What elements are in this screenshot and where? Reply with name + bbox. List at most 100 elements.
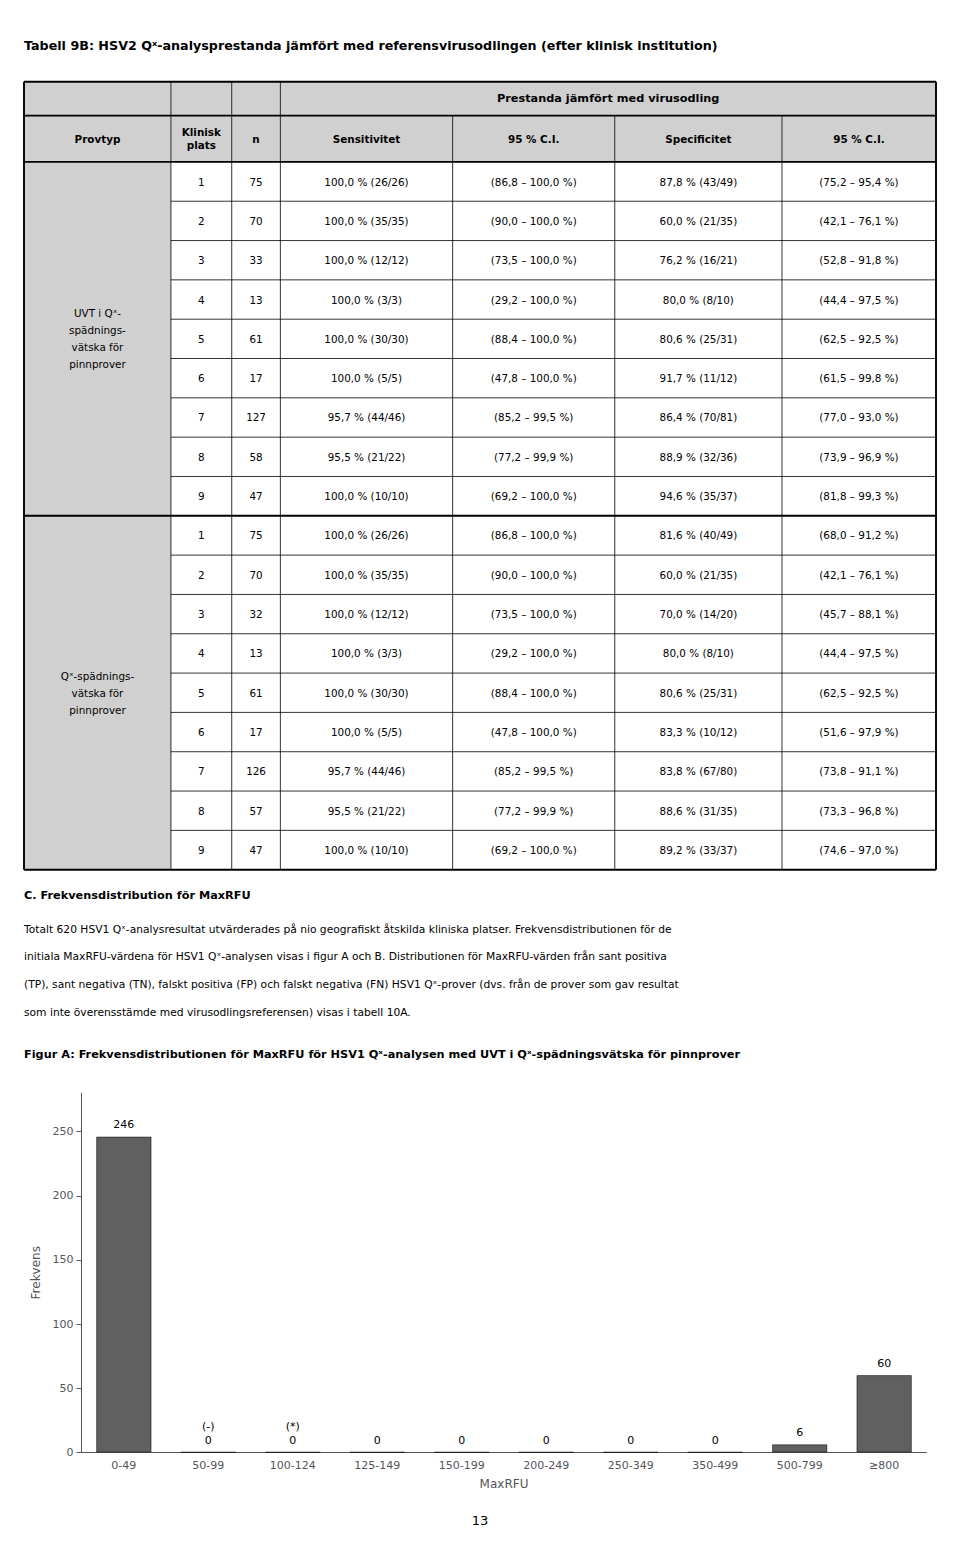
- svg-text:vätska för: vätska för: [72, 687, 125, 699]
- svg-text:(44,4 – 97,5 %): (44,4 – 97,5 %): [819, 294, 898, 306]
- svg-text:100,0 % (3/3): 100,0 % (3/3): [331, 647, 402, 659]
- svg-text:Qˣ-spädnings-: Qˣ-spädnings-: [61, 670, 135, 682]
- svg-text:80,6 % (25/31): 80,6 % (25/31): [660, 687, 738, 699]
- svg-text:50-99: 50-99: [192, 1459, 224, 1472]
- svg-text:vätska för: vätska för: [72, 341, 125, 353]
- svg-text:500-799: 500-799: [777, 1459, 823, 1472]
- svg-text:Sensitivitet: Sensitivitet: [333, 133, 401, 145]
- svg-text:127: 127: [246, 411, 266, 423]
- svg-text:(73,8 – 91,1 %): (73,8 – 91,1 %): [819, 765, 898, 777]
- svg-text:7: 7: [198, 765, 205, 777]
- svg-text:58: 58: [249, 451, 262, 463]
- svg-text:(-): (-): [202, 1420, 215, 1433]
- svg-text:350-499: 350-499: [692, 1459, 738, 1472]
- svg-text:(86,8 – 100,0 %): (86,8 – 100,0 %): [491, 529, 577, 541]
- svg-text:100,0 % (26/26): 100,0 % (26/26): [324, 176, 408, 188]
- svg-text:75: 75: [249, 529, 262, 541]
- svg-text:100,0 % (26/26): 100,0 % (26/26): [324, 529, 408, 541]
- svg-text:Tabell 9B: HSV2 Qˣ-analysprest: Tabell 9B: HSV2 Qˣ-analysprestanda jämfö…: [24, 38, 718, 53]
- svg-text:4: 4: [198, 647, 205, 659]
- svg-text:100-124: 100-124: [270, 1459, 316, 1472]
- svg-text:70,0 % (14/20): 70,0 % (14/20): [660, 608, 738, 620]
- svg-text:0-49: 0-49: [111, 1459, 136, 1472]
- svg-text:47: 47: [249, 844, 262, 856]
- svg-text:60: 60: [877, 1357, 891, 1370]
- svg-text:2: 2: [198, 569, 205, 581]
- svg-text:(42,1 – 76,1 %): (42,1 – 76,1 %): [819, 215, 898, 227]
- svg-text:C. Frekvensdistribution för Ma: C. Frekvensdistribution för MaxRFU: [24, 889, 251, 902]
- svg-text:8: 8: [198, 451, 205, 463]
- svg-text:94,6 % (35/37): 94,6 % (35/37): [660, 490, 738, 502]
- svg-text:0: 0: [627, 1434, 634, 1447]
- svg-text:95,7 % (44/46): 95,7 % (44/46): [328, 411, 406, 423]
- svg-text:95,7 % (44/46): 95,7 % (44/46): [328, 765, 406, 777]
- svg-text:(62,5 – 92,5 %): (62,5 – 92,5 %): [819, 687, 898, 699]
- svg-text:6: 6: [796, 1426, 803, 1439]
- svg-text:(77,2 – 99,9 %): (77,2 – 99,9 %): [494, 451, 573, 463]
- svg-text:100,0 % (30/30): 100,0 % (30/30): [324, 333, 408, 345]
- svg-text:(74,6 – 97,0 %): (74,6 – 97,0 %): [819, 844, 898, 856]
- svg-text:(61,5 – 99,8 %): (61,5 – 99,8 %): [819, 372, 898, 384]
- svg-text:0: 0: [205, 1434, 212, 1447]
- svg-text:100,0 % (5/5): 100,0 % (5/5): [331, 372, 402, 384]
- svg-text:(45,7 – 88,1 %): (45,7 – 88,1 %): [819, 608, 898, 620]
- svg-text:(90,0 – 100,0 %): (90,0 – 100,0 %): [491, 569, 577, 581]
- svg-text:83,8 % (67/80): 83,8 % (67/80): [660, 765, 738, 777]
- svg-text:MaxRFU: MaxRFU: [480, 1477, 529, 1491]
- svg-text:88,6 % (31/35): 88,6 % (31/35): [660, 805, 738, 817]
- svg-text:100,0 % (30/30): 100,0 % (30/30): [324, 687, 408, 699]
- svg-text:(68,0 – 91,2 %): (68,0 – 91,2 %): [819, 529, 898, 541]
- svg-text:(47,8 – 100,0 %): (47,8 – 100,0 %): [491, 372, 577, 384]
- svg-text:60,0 % (21/35): 60,0 % (21/35): [660, 569, 738, 581]
- svg-text:initiala MaxRFU-värdena för HS: initiala MaxRFU-värdena för HSV1 Qˣ-anal…: [24, 950, 667, 963]
- svg-text:(29,2 – 100,0 %): (29,2 – 100,0 %): [491, 294, 577, 306]
- svg-text:3: 3: [198, 254, 205, 266]
- svg-text:250: 250: [53, 1125, 74, 1138]
- svg-text:91,7 % (11/12): 91,7 % (11/12): [660, 372, 738, 384]
- svg-text:(81,8 – 99,3 %): (81,8 – 99,3 %): [819, 490, 898, 502]
- svg-text:(69,2 – 100,0 %): (69,2 – 100,0 %): [491, 490, 577, 502]
- svg-text:246: 246: [113, 1118, 134, 1131]
- svg-text:17: 17: [249, 372, 262, 384]
- svg-text:80,6 % (25/31): 80,6 % (25/31): [660, 333, 738, 345]
- svg-text:(51,6 – 97,9 %): (51,6 – 97,9 %): [819, 726, 898, 738]
- svg-text:(90,0 – 100,0 %): (90,0 – 100,0 %): [491, 215, 577, 227]
- svg-text:200: 200: [53, 1189, 74, 1202]
- svg-text:0: 0: [712, 1434, 719, 1447]
- svg-text:70: 70: [249, 569, 262, 581]
- svg-text:200-249: 200-249: [523, 1459, 569, 1472]
- svg-text:(44,4 – 97,5 %): (44,4 – 97,5 %): [819, 647, 898, 659]
- svg-text:100,0 % (10/10): 100,0 % (10/10): [324, 490, 408, 502]
- svg-text:(85,2 – 99,5 %): (85,2 – 99,5 %): [494, 765, 573, 777]
- svg-text:UVT i Qˣ-: UVT i Qˣ-: [74, 307, 121, 319]
- svg-text:80,0 % (8/10): 80,0 % (8/10): [663, 647, 734, 659]
- svg-text:(88,4 – 100,0 %): (88,4 – 100,0 %): [491, 333, 577, 345]
- svg-text:17: 17: [249, 726, 262, 738]
- svg-text:Klinisk: Klinisk: [182, 126, 222, 138]
- svg-text:Totalt 620 HSV1 Qˣ-analysresul: Totalt 620 HSV1 Qˣ-analysresultat utvärd…: [23, 923, 672, 936]
- svg-text:(86,8 – 100,0 %): (86,8 – 100,0 %): [491, 176, 577, 188]
- svg-text:1: 1: [198, 176, 205, 188]
- svg-text:150: 150: [53, 1253, 74, 1266]
- svg-text:spädnings-: spädnings-: [69, 324, 126, 336]
- svg-text:13: 13: [249, 294, 262, 306]
- svg-text:75: 75: [249, 176, 262, 188]
- svg-text:Frekvens: Frekvens: [29, 1246, 43, 1299]
- svg-text:0: 0: [289, 1434, 296, 1447]
- svg-text:(73,3 – 96,8 %): (73,3 – 96,8 %): [819, 805, 898, 817]
- svg-text:Provtyp: Provtyp: [75, 133, 121, 145]
- svg-text:(73,5 – 100,0 %): (73,5 – 100,0 %): [491, 254, 577, 266]
- svg-text:100,0 % (3/3): 100,0 % (3/3): [331, 294, 402, 306]
- svg-text:som inte överensstämde med vir: som inte överensstämde med virusodlingsr…: [24, 1006, 411, 1019]
- svg-text:≥800: ≥800: [869, 1459, 899, 1472]
- svg-text:(77,0 – 93,0 %): (77,0 – 93,0 %): [819, 411, 898, 423]
- svg-text:(69,2 – 100,0 %): (69,2 – 100,0 %): [491, 844, 577, 856]
- svg-text:126: 126: [246, 765, 266, 777]
- svg-text:13: 13: [249, 647, 262, 659]
- svg-text:8: 8: [198, 805, 205, 817]
- svg-text:(88,4 – 100,0 %): (88,4 – 100,0 %): [491, 687, 577, 699]
- svg-text:76,2 % (16/21): 76,2 % (16/21): [660, 254, 738, 266]
- svg-text:(47,8 – 100,0 %): (47,8 – 100,0 %): [491, 726, 577, 738]
- svg-text:4: 4: [198, 294, 205, 306]
- svg-text:57: 57: [249, 805, 262, 817]
